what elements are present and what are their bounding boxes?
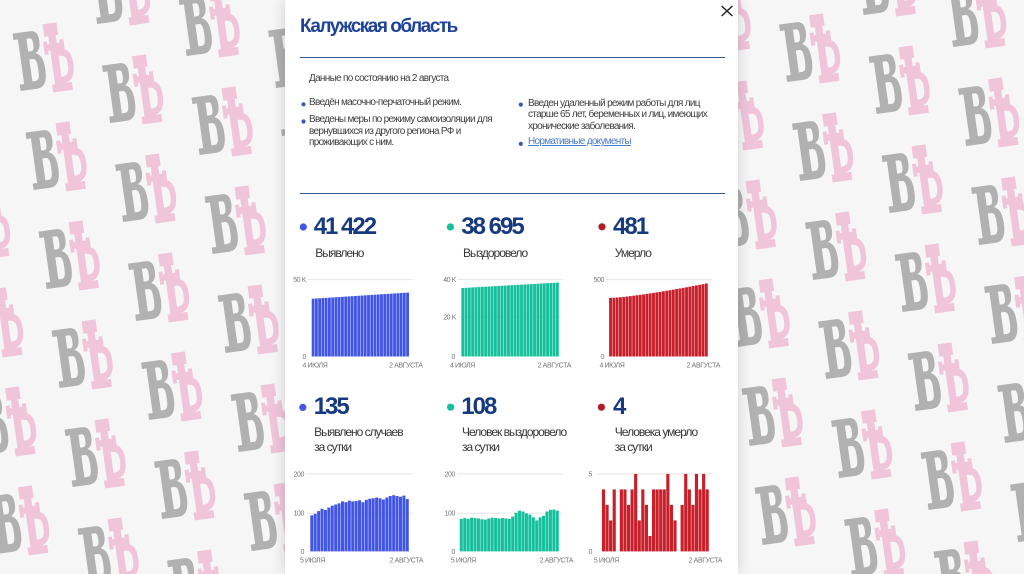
svg-text:0: 0 bbox=[452, 354, 456, 361]
svg-text:50 K: 50 K bbox=[293, 277, 307, 284]
svg-text:2 АВГУСТА: 2 АВГУСТА bbox=[390, 557, 424, 564]
svg-text:0: 0 bbox=[589, 549, 593, 556]
svg-text:2 АВГУСТА: 2 АВГУСТА bbox=[689, 557, 723, 564]
svg-text:4 ИЮЛЯ: 4 ИЮЛЯ bbox=[450, 363, 475, 370]
svg-text:2 АВГУСТА: 2 АВГУСТА bbox=[538, 363, 572, 370]
svg-text:20 K: 20 K bbox=[443, 315, 457, 322]
svg-text:5: 5 bbox=[589, 471, 593, 478]
svg-text:2 АВГУСТА: 2 АВГУСТА bbox=[540, 557, 574, 564]
svg-text:5 ИЮЛЯ: 5 ИЮЛЯ bbox=[300, 557, 325, 564]
svg-text:2 АВГУСТА: 2 АВГУСТА bbox=[389, 363, 423, 370]
svg-text:0: 0 bbox=[452, 549, 456, 556]
svg-text:200: 200 bbox=[445, 471, 456, 478]
svg-text:5 ИЮЛЯ: 5 ИЮЛЯ bbox=[594, 557, 619, 564]
svg-text:4 ИЮЛЯ: 4 ИЮЛЯ bbox=[600, 363, 625, 370]
svg-text:40 K: 40 K bbox=[443, 277, 457, 284]
svg-text:0: 0 bbox=[303, 354, 307, 361]
svg-text:100: 100 bbox=[294, 511, 305, 518]
svg-text:500: 500 bbox=[594, 277, 605, 284]
svg-text:200: 200 bbox=[294, 471, 305, 478]
svg-text:0: 0 bbox=[301, 549, 305, 556]
svg-text:2 АВГУСТА: 2 АВГУСТА bbox=[687, 363, 721, 370]
svg-text:5 ИЮЛЯ: 5 ИЮЛЯ bbox=[451, 557, 476, 564]
svg-text:100: 100 bbox=[445, 511, 456, 518]
svg-text:4 ИЮЛЯ: 4 ИЮЛЯ bbox=[303, 363, 328, 370]
svg-text:0: 0 bbox=[601, 354, 605, 361]
